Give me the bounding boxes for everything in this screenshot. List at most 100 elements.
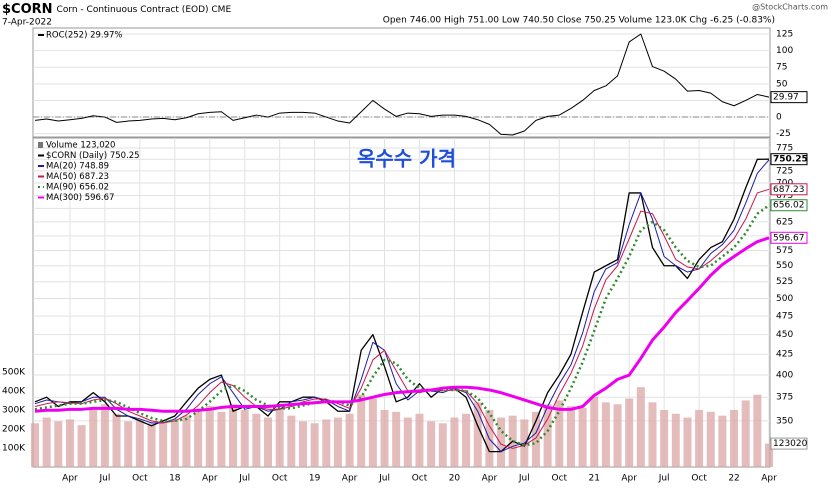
y-tick-label: -25 xyxy=(776,129,791,139)
y-tick-label: 125 xyxy=(776,29,793,39)
volume-bar xyxy=(368,398,377,467)
volume-bar xyxy=(695,409,704,467)
volume-bar xyxy=(706,411,715,467)
y2-tick-label: 200K xyxy=(2,424,26,434)
volume-bar xyxy=(555,400,564,467)
description: Corn - Continuous Contract (EOD) CME xyxy=(57,5,232,15)
x-tick-label: Oct xyxy=(132,474,148,484)
symbol: $CORN xyxy=(2,2,53,17)
y2-tick-label: 100K xyxy=(2,443,26,453)
volume-bar xyxy=(636,387,645,467)
series-line xyxy=(34,33,770,136)
volume-bar xyxy=(333,417,342,467)
volume-bar xyxy=(159,421,168,467)
y-tick-label: 50 xyxy=(776,79,788,89)
volume-bar xyxy=(392,411,401,467)
volume-bar xyxy=(765,443,773,467)
volume-bar xyxy=(660,409,669,467)
volume-bar xyxy=(194,409,203,467)
x-tick-label: Apr xyxy=(202,474,218,484)
series-line xyxy=(34,236,770,413)
y-tick-label: 525 xyxy=(776,277,793,287)
legend-entry: $CORN (Daily) 750.25 xyxy=(46,151,140,161)
volume-bar xyxy=(170,419,179,467)
series-line xyxy=(34,204,770,447)
volume-bar xyxy=(112,413,121,467)
legend-swatch xyxy=(38,142,43,148)
x-tick-label: Jul xyxy=(378,474,390,484)
y-tick-label: 350 xyxy=(776,416,793,426)
y-tick-label: 425 xyxy=(776,350,793,360)
volume-bar xyxy=(31,423,39,467)
x-tick-label: Oct xyxy=(272,474,288,484)
price-panel xyxy=(32,137,771,468)
value-box xyxy=(770,153,808,166)
volume-bar xyxy=(89,409,98,467)
volume-bar xyxy=(543,404,552,467)
volume-bar xyxy=(182,415,191,467)
volume-bar xyxy=(450,417,459,467)
volume-bar xyxy=(730,409,739,467)
legend-entry: MA(50) 687.23 xyxy=(46,172,109,182)
value-box-label: 123020 xyxy=(773,439,808,449)
volume-bar xyxy=(100,404,109,467)
value-box xyxy=(770,91,808,104)
volume-bar xyxy=(217,411,226,467)
volume-bar xyxy=(240,409,249,467)
y-tick-label: 675 xyxy=(776,191,793,201)
volume-bar xyxy=(135,419,144,467)
watermark: @StockCharts.com xyxy=(752,3,828,12)
volume-bar xyxy=(310,423,319,467)
x-tick-label: Jul xyxy=(658,474,670,484)
y-tick-label: 450 xyxy=(776,330,793,340)
volume-bar xyxy=(718,415,727,467)
x-tick-label: Jul xyxy=(238,474,250,484)
x-tick-label: Apr xyxy=(62,474,78,484)
volume-bar xyxy=(601,402,610,467)
volume-bar xyxy=(252,413,261,467)
volume-bar xyxy=(380,409,389,467)
volume-bar xyxy=(54,421,63,467)
volume-bar xyxy=(205,406,214,467)
volume-bar xyxy=(124,421,133,467)
volume-bar xyxy=(42,417,51,467)
volume-bar xyxy=(415,413,424,467)
volume-bar xyxy=(147,423,156,467)
legend-entry: ROC(252) 29.97% xyxy=(46,31,123,41)
value-box-label: 750.25 xyxy=(773,155,808,165)
date: 7-Apr-2022 xyxy=(2,18,52,28)
legend-entry: MA(90) 656.02 xyxy=(46,183,109,193)
x-tick-label: Apr xyxy=(482,474,498,484)
y-tick-label: 400 xyxy=(776,371,793,381)
y-tick-label: 550 xyxy=(776,261,793,271)
y2-tick-label: 300K xyxy=(2,405,26,415)
value-box xyxy=(770,231,808,244)
volume-bar xyxy=(322,419,331,467)
annotation: 옥수수 가격 xyxy=(357,147,456,171)
x-tick-label: Oct xyxy=(691,474,707,484)
volume-bar xyxy=(427,421,436,467)
series-line xyxy=(34,188,770,449)
volume-bar xyxy=(531,411,540,467)
volume-bar xyxy=(741,400,750,467)
volume-bar xyxy=(625,398,634,467)
volume-bar xyxy=(275,408,284,467)
volume-bar xyxy=(566,406,575,467)
volume-bar xyxy=(473,402,482,467)
x-tick-label: Apr xyxy=(342,474,358,484)
value-box xyxy=(770,199,808,212)
x-tick-label: 21 xyxy=(589,474,600,484)
legend-entry: Volume 123,020 xyxy=(46,141,115,151)
volume-bar xyxy=(287,415,296,467)
x-tick-label: 19 xyxy=(309,474,321,484)
series-line xyxy=(34,158,770,453)
volume-bar xyxy=(462,413,471,467)
value-box-label: 656.02 xyxy=(773,201,805,211)
volume-bar xyxy=(298,421,307,467)
x-tick-label: 20 xyxy=(449,474,461,484)
x-tick-label: 22 xyxy=(728,474,739,484)
volume-bar xyxy=(578,408,587,467)
x-tick-label: Apr xyxy=(761,474,777,484)
